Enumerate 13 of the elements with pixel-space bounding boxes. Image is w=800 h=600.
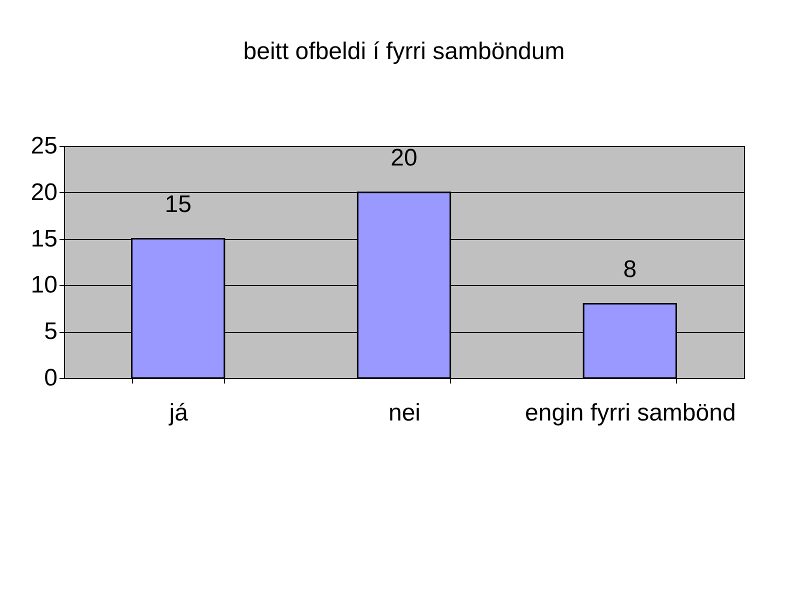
y-tick-label: 25 [30,132,58,160]
x-tick-label: nei [388,400,421,426]
data-label: 15 [164,190,192,218]
x-tick-label: engin fyrri sambönd [525,400,736,426]
chart-title: beitt ofbeldi í fyrri samböndum [243,38,565,65]
y-tick-label: 10 [30,272,58,299]
x-tick-label: já [168,400,189,426]
y-tick-label: 20 [30,178,58,206]
y-tick-label: 0 [44,364,58,392]
y-tick-label: 5 [44,318,58,346]
data-label: 20 [390,144,418,172]
data-label: 8 [623,256,637,283]
y-tick-label: 15 [30,225,58,252]
